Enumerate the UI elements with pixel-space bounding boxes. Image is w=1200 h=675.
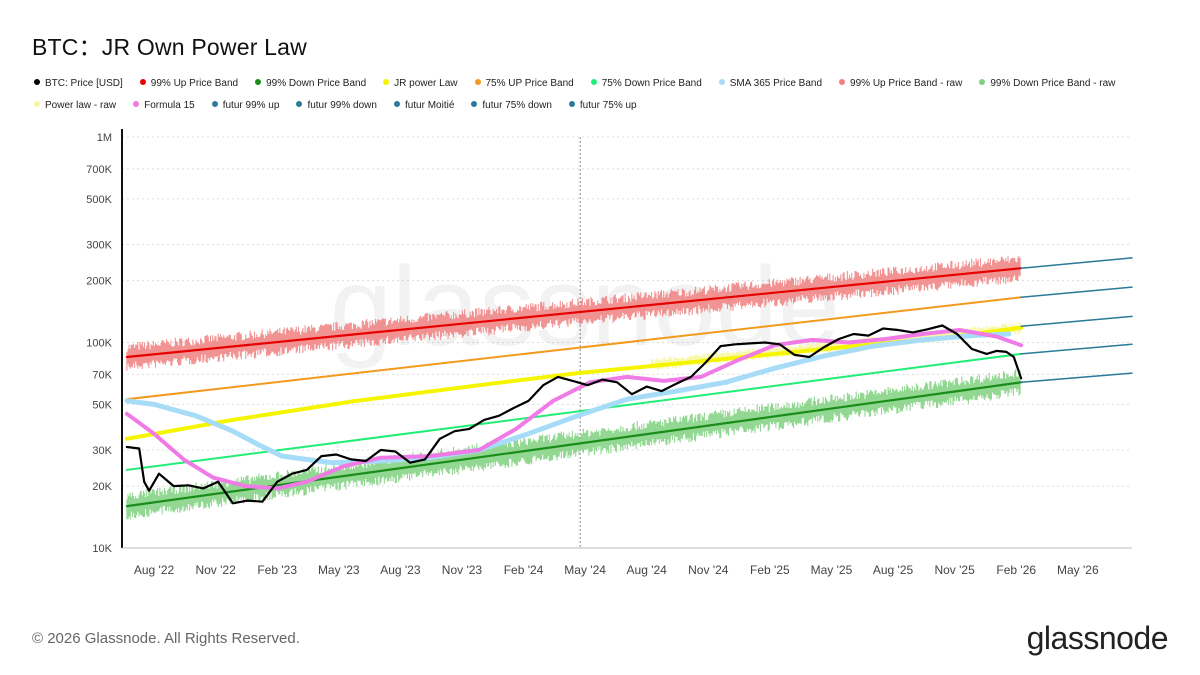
legend-label: Formula 15 — [144, 100, 195, 111]
x-tick-label: Aug '25 — [873, 563, 914, 577]
legend-label: futur Moitié — [404, 100, 455, 111]
legend-swatch — [471, 101, 478, 108]
legend-item[interactable]: futur 75% down — [471, 95, 552, 117]
x-tick-label: Feb '23 — [257, 563, 297, 577]
legend-item[interactable]: SMA 365 Price Band — [718, 73, 823, 95]
series-line — [124, 331, 1012, 466]
legend-swatch — [383, 79, 390, 86]
series-line — [125, 324, 1023, 505]
y-tick-label: 1M — [97, 132, 112, 144]
x-tick-label: Nov '25 — [934, 563, 975, 577]
legend-item[interactable]: futur 99% down — [296, 95, 377, 117]
legend-item[interactable]: futur 99% up — [211, 95, 280, 117]
series-line — [124, 328, 1024, 491]
x-tick-label: Aug '24 — [627, 563, 668, 577]
legend-item[interactable]: futur 75% up — [568, 95, 637, 117]
legend-swatch — [718, 79, 725, 86]
legend-item[interactable]: Power law - raw — [34, 95, 116, 117]
y-tick-label: 20K — [92, 481, 112, 493]
legend-label: 99% Down Price Band — [266, 78, 367, 89]
legend-item[interactable]: futur Moitié — [393, 95, 455, 117]
series-line — [1020, 286, 1133, 299]
y-tick-label: 10K — [92, 543, 112, 555]
axes: 10K 20K 30K 50K 70K 100K 200K 300K 500K 700K 1M Aug… — [86, 129, 1132, 577]
legend-item[interactable]: 99% Up Price Band - raw — [839, 73, 962, 95]
chart-title: BTC：JR Own Power Law — [32, 34, 307, 60]
legend-item[interactable]: 99% Down Price Band — [255, 73, 366, 95]
legend-swatch — [34, 79, 40, 86]
legend-label: SMA 365 Price Band — [729, 78, 823, 89]
legend-label: 99% Up Price Band - raw — [850, 78, 963, 89]
legend-swatch — [474, 79, 481, 86]
legend-swatch — [393, 101, 400, 108]
legend-label: 99% Up Price Band — [150, 78, 239, 89]
y-tick-label: 500K — [86, 194, 112, 206]
x-tick-label: Nov '24 — [688, 563, 729, 577]
x-tick-label: May '25 — [811, 563, 853, 577]
legend-swatch — [133, 101, 140, 108]
legend-swatch — [211, 101, 218, 108]
y-tick-label: 30K — [92, 445, 112, 457]
legend-swatch — [568, 101, 575, 108]
x-tick-label: Feb '26 — [996, 563, 1036, 577]
y-tick-label: 100K — [86, 338, 112, 350]
legend-swatch — [34, 101, 40, 108]
chart-svg: glassnode 10K20K30K50K70K100K200K300K500… — [86, 129, 1133, 577]
x-tick-label: May '24 — [564, 563, 606, 577]
y-tick-label: 700K — [86, 164, 112, 176]
legend-swatch — [296, 101, 303, 108]
legend-item[interactable]: 99% Down Price Band - raw — [979, 73, 1115, 95]
legend-item[interactable]: BTC: Price [USD] — [34, 73, 123, 95]
series-line — [1020, 257, 1133, 269]
y-tick-label: 70K — [92, 369, 112, 381]
x-tick-label: Feb '25 — [750, 563, 790, 577]
chart-legend: BTC: Price [USD] 99% Up Price Band 99% Dow… — [34, 73, 1174, 117]
legend-item[interactable]: 99% Up Price Band — [139, 73, 239, 95]
y-tick-label: 50K — [92, 399, 112, 411]
legend-item[interactable]: JR power Law — [383, 73, 458, 95]
legend-item[interactable]: Formula 15 — [133, 95, 195, 117]
legend-label: futur 75% down — [482, 100, 552, 111]
x-tick-label: Nov '23 — [442, 563, 483, 577]
legend-label: 99% Down Price Band - raw — [990, 78, 1116, 89]
x-tick-label: Feb '24 — [504, 563, 544, 577]
x-tick-label: May '26 — [1057, 563, 1099, 577]
legend-swatch — [139, 79, 146, 86]
series-line — [125, 296, 1023, 401]
series-line — [125, 381, 1023, 508]
legend-swatch — [255, 79, 262, 86]
legend-label: futur 75% up — [579, 100, 637, 111]
x-tick-label: Aug '22 — [134, 563, 175, 577]
legend-label: JR power Law — [394, 78, 458, 89]
legend-item[interactable]: 75% UP Price Band — [474, 73, 574, 95]
legend-swatch — [839, 79, 846, 86]
legend-label: futur 99% down — [307, 100, 377, 111]
series-line — [1020, 315, 1133, 327]
y-tick-label: 300K — [86, 239, 112, 251]
x-tick-label: May '23 — [318, 563, 360, 577]
series-line — [125, 267, 1023, 359]
legend-label: 75% Down Price Band — [601, 78, 702, 89]
copyright-footer: © 2026 Glassnode. All Rights Reserved. — [32, 630, 300, 647]
legend-swatch — [979, 79, 986, 86]
series-lines — [124, 257, 1133, 508]
legend-label: 75% UP Price Band — [485, 78, 574, 89]
y-tick-label: 200K — [86, 276, 112, 288]
legend-label: futur 99% up — [222, 100, 280, 111]
x-tick-label: Aug '23 — [380, 563, 421, 577]
glassnode-logo: glassnode — [1026, 620, 1169, 656]
legend-swatch — [590, 79, 597, 86]
legend-label: Power law - raw — [45, 100, 117, 111]
legend-label: BTC: Price [USD] — [45, 78, 123, 89]
series-line — [1020, 372, 1133, 384]
x-tick-label: Nov '22 — [195, 563, 236, 577]
legend-item[interactable]: 75% Down Price Band — [590, 73, 702, 95]
series-line — [1020, 343, 1133, 355]
